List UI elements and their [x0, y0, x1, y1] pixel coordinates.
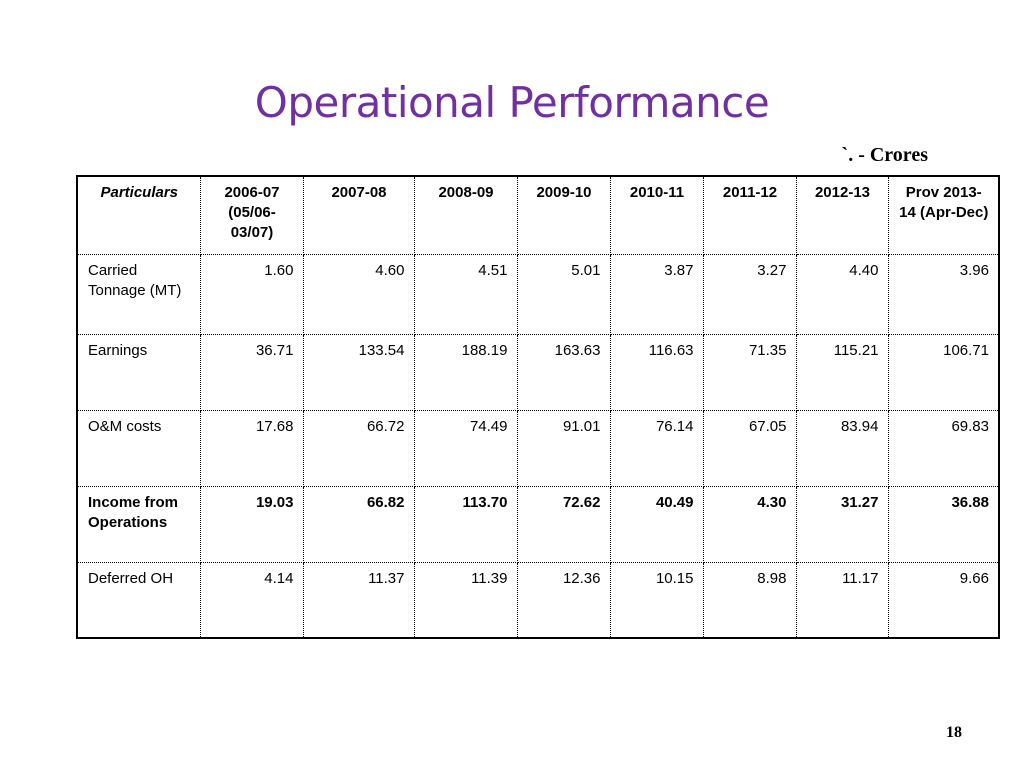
column-header: 2012-13 [795, 177, 889, 255]
table-cell: 163.63 [516, 333, 611, 411]
table-cell: 67.05 [702, 409, 797, 487]
row-label: Income from Operations [78, 485, 201, 563]
page-title: Operational Performance [254, 78, 770, 127]
table-cell: 4.14 [199, 561, 304, 639]
table-body: Carried Tonnage (MT) 1.60 4.60 4.51 5.01 3.87… [78, 253, 998, 639]
table-cell: 9.66 [887, 561, 998, 639]
column-header: Prov 2013-14 (Apr-Dec) [887, 177, 998, 255]
table-cell: 40.49 [609, 485, 704, 563]
column-header: 2010-11 [609, 177, 704, 255]
table-cell: 76.14 [609, 409, 704, 487]
table-cell: 74.49 [413, 409, 518, 487]
row-label: Earnings [78, 333, 201, 411]
table-cell: 10.15 [609, 561, 704, 639]
column-header: 2008-09 [413, 177, 518, 255]
table-cell: 188.19 [413, 333, 518, 411]
table-cell: 5.01 [516, 253, 611, 335]
table-cell: 11.39 [413, 561, 518, 639]
table-cell: 4.60 [302, 253, 415, 335]
column-header: 2007-08 [302, 177, 415, 255]
table-cell: 3.87 [609, 253, 704, 335]
table-cell: 4.30 [702, 485, 797, 563]
table-cell: 66.72 [302, 409, 415, 487]
table-cell: 17.68 [199, 409, 304, 487]
operational-performance-table: Particulars 2006-07 (05/06-03/07) 2007-0… [78, 177, 998, 639]
row-label: Deferred OH [78, 561, 201, 639]
table-cell: 31.27 [795, 485, 889, 563]
table-cell: 36.71 [199, 333, 304, 411]
table-cell: 66.82 [302, 485, 415, 563]
unit-label: `. - Crores [841, 144, 928, 166]
table-cell: 113.70 [413, 485, 518, 563]
page-number: 18 [946, 724, 962, 741]
table-row: O&M costs 17.68 66.72 74.49 91.01 76.14 67.05 8… [78, 409, 998, 487]
table-cell: 11.17 [795, 561, 889, 639]
table-cell: 72.62 [516, 485, 611, 563]
table-cell: 91.01 [516, 409, 611, 487]
table-cell: 11.37 [302, 561, 415, 639]
table-cell: 69.83 [887, 409, 998, 487]
table-header-row: Particulars 2006-07 (05/06-03/07) 2007-0… [78, 177, 998, 255]
table-cell: 1.60 [199, 253, 304, 335]
table-cell: 116.63 [609, 333, 704, 411]
table-cell: 3.96 [887, 253, 998, 335]
table-row: Earnings 36.71 133.54 188.19 163.63 116.63 71.… [78, 333, 998, 411]
column-header-particulars: Particulars [78, 177, 201, 255]
table-cell: 71.35 [702, 333, 797, 411]
table-row: Deferred OH 4.14 11.37 11.39 12.36 10.15 8.98 1… [78, 561, 998, 639]
column-header: 2006-07 (05/06-03/07) [199, 177, 304, 255]
table-container: Particulars 2006-07 (05/06-03/07) 2007-0… [76, 175, 1000, 639]
table-cell: 83.94 [795, 409, 889, 487]
table-cell: 4.40 [795, 253, 889, 335]
table-cell: 115.21 [795, 333, 889, 411]
table-cell: 19.03 [199, 485, 304, 563]
table-cell: 106.71 [887, 333, 998, 411]
column-header: 2009-10 [516, 177, 611, 255]
table-cell: 4.51 [413, 253, 518, 335]
column-header: 2011-12 [702, 177, 797, 255]
table-cell: 36.88 [887, 485, 998, 563]
table-cell: 12.36 [516, 561, 611, 639]
table-cell: 3.27 [702, 253, 797, 335]
row-label: O&M costs [78, 409, 201, 487]
table-cell: 133.54 [302, 333, 415, 411]
row-label: Carried Tonnage (MT) [78, 253, 201, 335]
table-row: Carried Tonnage (MT) 1.60 4.60 4.51 5.01 3.87… [78, 253, 998, 335]
table-cell: 8.98 [702, 561, 797, 639]
table-row: Income from Operations 19.03 66.82 113.70 72… [78, 485, 998, 563]
